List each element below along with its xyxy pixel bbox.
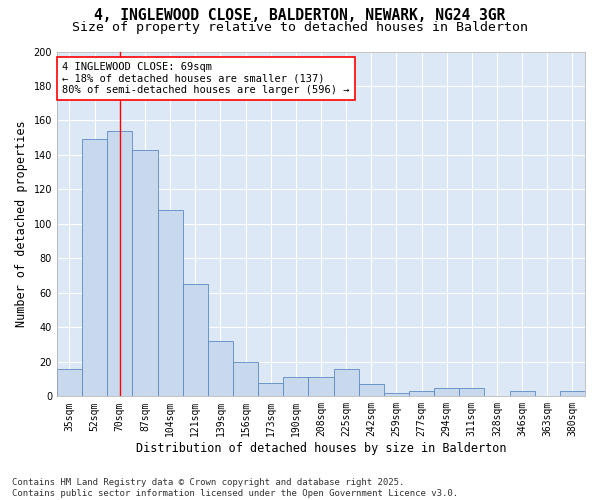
Bar xyxy=(334,368,359,396)
Bar xyxy=(57,368,82,396)
Bar xyxy=(82,140,107,396)
Bar xyxy=(283,378,308,396)
Bar xyxy=(182,284,208,397)
Bar xyxy=(359,384,384,396)
Bar xyxy=(560,391,585,396)
Bar xyxy=(258,382,283,396)
Text: Contains HM Land Registry data © Crown copyright and database right 2025.
Contai: Contains HM Land Registry data © Crown c… xyxy=(12,478,458,498)
Bar xyxy=(233,362,258,396)
Bar xyxy=(509,391,535,396)
Text: 4 INGLEWOOD CLOSE: 69sqm
← 18% of detached houses are smaller (137)
80% of semi-: 4 INGLEWOOD CLOSE: 69sqm ← 18% of detach… xyxy=(62,62,350,95)
Y-axis label: Number of detached properties: Number of detached properties xyxy=(15,120,28,327)
Bar xyxy=(158,210,182,396)
Bar xyxy=(459,388,484,396)
Bar xyxy=(308,378,334,396)
X-axis label: Distribution of detached houses by size in Balderton: Distribution of detached houses by size … xyxy=(136,442,506,455)
Bar xyxy=(384,393,409,396)
Bar xyxy=(409,391,434,396)
Bar xyxy=(107,131,133,396)
Bar xyxy=(434,388,459,396)
Bar xyxy=(208,341,233,396)
Text: Size of property relative to detached houses in Balderton: Size of property relative to detached ho… xyxy=(72,21,528,34)
Text: 4, INGLEWOOD CLOSE, BALDERTON, NEWARK, NG24 3GR: 4, INGLEWOOD CLOSE, BALDERTON, NEWARK, N… xyxy=(94,8,506,22)
Bar xyxy=(133,150,158,396)
